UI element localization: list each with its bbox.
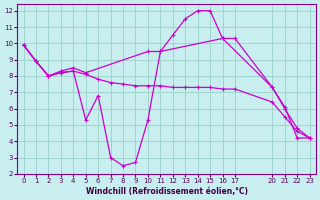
X-axis label: Windchill (Refroidissement éolien,°C): Windchill (Refroidissement éolien,°C) [85,187,248,196]
